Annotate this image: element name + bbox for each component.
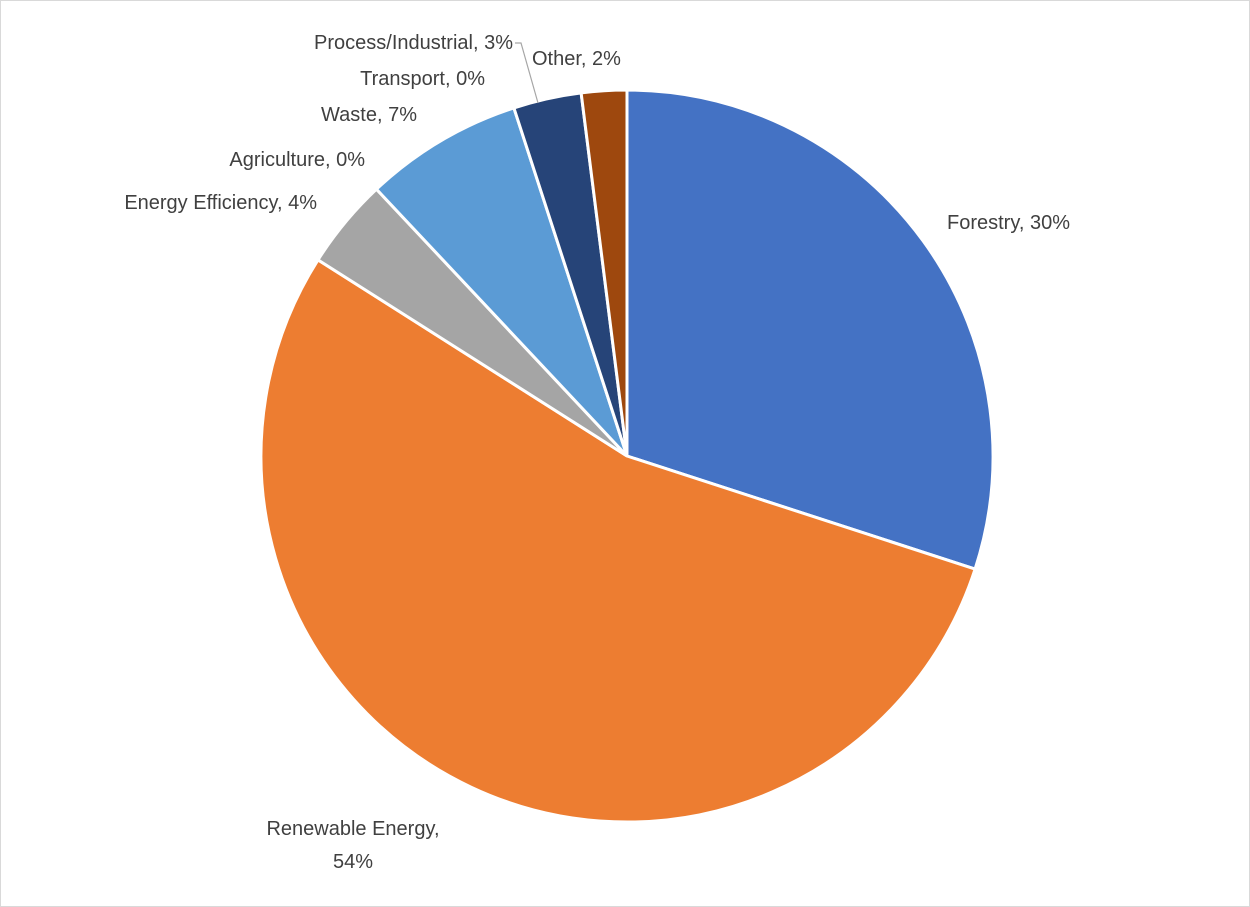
label-forestry: Forestry, 30%: [947, 212, 1070, 234]
label-transport: Transport, 0%: [360, 68, 485, 90]
slice-waste: [374, 106, 629, 458]
labels-layer: Forestry, 30% Renewable Energy, 54% Energy …: [124, 32, 1070, 873]
slices-layer: [259, 88, 995, 824]
label-process-industrial: Process/Industrial, 3%: [314, 32, 513, 54]
label-renewable-energy: Renewable Energy, 54%: [266, 818, 439, 873]
label-other: Other, 2%: [532, 48, 621, 70]
leader-lines-layer: [515, 42, 539, 104]
slice-renewable-energy: [259, 257, 977, 824]
label-agriculture: Agriculture, 0%: [229, 149, 365, 171]
label-energy-efficiency: Energy Efficiency, 4%: [124, 192, 317, 214]
label-waste: Waste, 7%: [321, 104, 417, 126]
leader-line-process-industrial: [515, 42, 539, 104]
slice-other: [579, 88, 629, 457]
slice-forestry: [625, 88, 995, 571]
